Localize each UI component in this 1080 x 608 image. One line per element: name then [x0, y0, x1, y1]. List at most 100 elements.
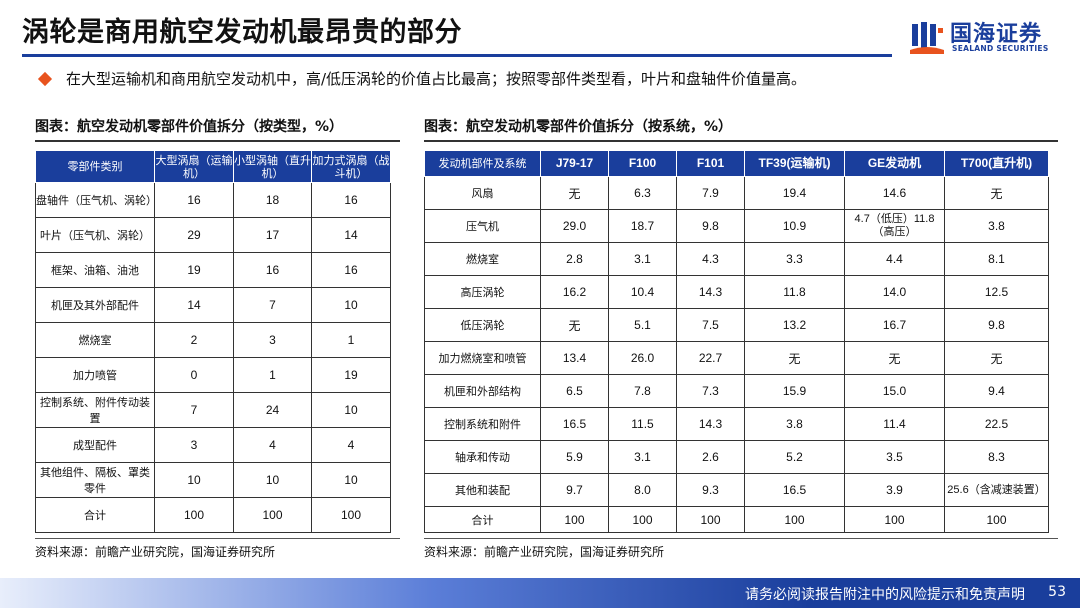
table2-header-cell: T700(直升机) [944, 150, 1049, 177]
table2-caption-rule [424, 140, 1058, 142]
row-label: 其他和装配 [424, 473, 541, 507]
table-cell: 3.1 [608, 242, 677, 276]
table2-header-row: 发动机部件及系统 J79-17 F100 F101 TF39(运输机) GE发动… [424, 150, 1049, 177]
page-number: 53 [1048, 584, 1066, 600]
table-cell: 10 [311, 462, 391, 498]
logo-english-name: SEALAND SECURITIES [952, 44, 1049, 53]
table-total-row: 合计 100 100 100 100 100 100 [424, 506, 1049, 533]
table-row: 燃烧室 2.8 3.1 4.3 3.3 4.4 8.1 [424, 242, 1049, 276]
table-row: 低压涡轮无 5.1 7.5 13.2 16.7 9.8 [424, 308, 1049, 342]
table-cell: 16 [311, 182, 391, 218]
table-row: 压气机 29.0 18.7 9.8 10.9 4.7（低压）11.8（高压） 3.8 [424, 209, 1049, 243]
table-cell: 7.5 [676, 308, 745, 342]
table-cell: 2 [154, 322, 234, 358]
table-cell: 16 [311, 252, 391, 288]
table2-header-cell: F100 [608, 150, 677, 177]
table-cell: 3 [154, 427, 234, 463]
table-cell: 3.3 [744, 242, 845, 276]
table-total-row: 合计 100 100 100 [35, 497, 391, 533]
table2-header-cell: J79-17 [540, 150, 609, 177]
table-cell: 6.5 [540, 374, 609, 408]
table-cell: 22.7 [676, 341, 745, 375]
table-cell: 7 [233, 287, 312, 323]
table1-header-cell: 加力式涡扇（战斗机） [311, 150, 391, 183]
row-label: 控制系统和附件 [424, 407, 541, 441]
table-row: 风扇无 6.3 7.9 19.4 14.6 无 [424, 176, 1049, 210]
table-row: 叶片（压气机、涡轮） 29 17 14 [35, 217, 391, 253]
footer-disclaimer: 请务必阅读报告附注中的风险提示和免责声明 [745, 587, 1025, 603]
table-cell: 8.1 [944, 242, 1049, 276]
table-cell: 12.5 [944, 275, 1049, 309]
table-cell: 5.1 [608, 308, 677, 342]
table-cell: 100 [540, 506, 609, 533]
table-cell: 16.2 [540, 275, 609, 309]
table-cell: 16.5 [540, 407, 609, 441]
table-cell: 100 [233, 497, 312, 533]
table-cell: 14.3 [676, 407, 745, 441]
table-cell: 6.3 [608, 176, 677, 210]
table-cell: 18 [233, 182, 312, 218]
table-cell: 29.0 [540, 209, 609, 243]
row-label: 燃烧室 [424, 242, 541, 276]
table-cell: 16.7 [844, 308, 945, 342]
table2-header-cell: GE发动机 [844, 150, 945, 177]
table-cell: 16 [233, 252, 312, 288]
key-point-text: 在大型运输机和商用航空发动机中，高/低压涡轮的价值占比最高；按照零部件类型看，叶… [66, 70, 807, 88]
table-cell: 3.8 [744, 407, 845, 441]
table-cell: 13.2 [744, 308, 845, 342]
table-cell: 8.3 [944, 440, 1049, 474]
table-cell: 0 [154, 357, 234, 393]
row-label: 燃烧室 [35, 322, 155, 358]
table-cell: 16.5 [744, 473, 845, 507]
table-row: 成型配件 3 4 4 [35, 427, 391, 463]
table-cell: 4 [311, 427, 391, 463]
table-cell: 无 [540, 308, 609, 342]
table-row: 机匣及其外部配件 14 7 10 [35, 287, 391, 323]
table1-header-cell: 小型涡轴（直升机） [233, 150, 312, 183]
row-label: 低压涡轮 [424, 308, 541, 342]
table-cell: 7 [154, 392, 234, 428]
table-cell: 14 [311, 217, 391, 253]
table-cell: 3.9 [844, 473, 945, 507]
table-cell: 14.3 [676, 275, 745, 309]
table-cell: 无 [744, 341, 845, 375]
table-cell: 无 [944, 176, 1049, 210]
table-cell: 10.4 [608, 275, 677, 309]
table-cell: 8.0 [608, 473, 677, 507]
table-cell: 7.8 [608, 374, 677, 408]
row-label: 加力喷管 [35, 357, 155, 393]
row-label: 其他组件、隔板、罩类零件 [35, 462, 155, 498]
table-cell: 100 [844, 506, 945, 533]
table-cell: 9.7 [540, 473, 609, 507]
table-cell: 10 [154, 462, 234, 498]
logo-chinese-name: 国海证券 [950, 22, 1043, 47]
row-label: 合计 [35, 497, 155, 533]
table-cell: 17 [233, 217, 312, 253]
table-cell: 5.9 [540, 440, 609, 474]
row-label: 合计 [424, 506, 541, 533]
table-cell: 5.2 [744, 440, 845, 474]
table-cell: 9.3 [676, 473, 745, 507]
table-row: 其他组件、隔板、罩类零件 10 10 10 [35, 462, 391, 498]
table-cell: 3 [233, 322, 312, 358]
table-cell: 4.4 [844, 242, 945, 276]
table-cell: 9.4 [944, 374, 1049, 408]
table-cell: 100 [944, 506, 1049, 533]
table-cell: 19 [311, 357, 391, 393]
table1-header-cell: 零部件类别 [35, 150, 155, 183]
page-title: 涡轮是商用航空发动机最昂贵的部分 [22, 17, 462, 48]
table-row: 控制系统和附件 16.5 11.5 14.3 3.8 11.4 22.5 [424, 407, 1049, 441]
table-cell: 14.0 [844, 275, 945, 309]
table2-header-cell: F101 [676, 150, 745, 177]
table1-source: 资料来源：前瞻产业研究院，国海证券研究所 [35, 545, 276, 559]
table-cell: 3.5 [844, 440, 945, 474]
table1-source-rule [35, 538, 400, 539]
table-cell: 15.0 [844, 374, 945, 408]
table-cell: 14 [154, 287, 234, 323]
table-cell: 10 [311, 287, 391, 323]
row-label: 控制系统、附件传动装置 [35, 392, 155, 428]
table-cell: 25.6（含减速装置） [944, 473, 1049, 507]
table-cell: 9.8 [944, 308, 1049, 342]
table-cell: 7.3 [676, 374, 745, 408]
row-label: 框架、油箱、油池 [35, 252, 155, 288]
